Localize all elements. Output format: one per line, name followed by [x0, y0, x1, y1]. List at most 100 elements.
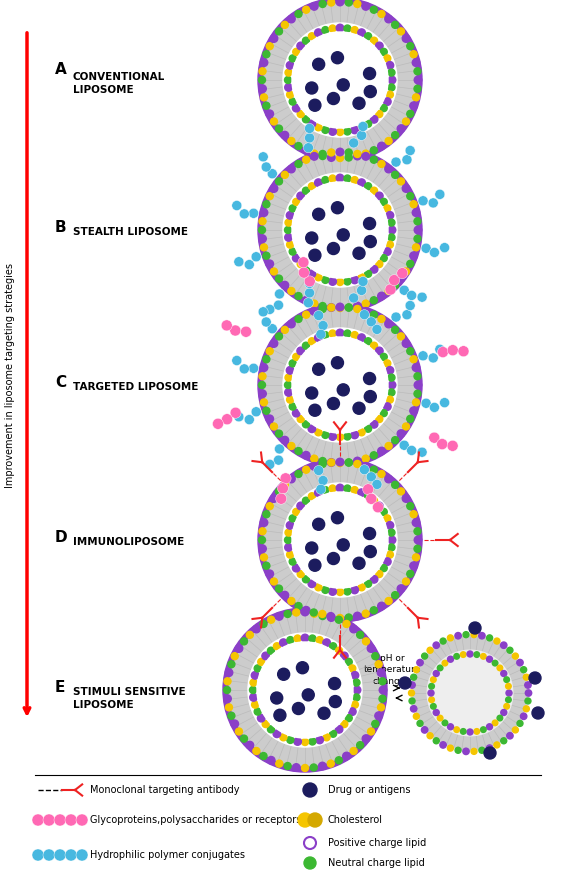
Circle shape: [270, 268, 278, 275]
Circle shape: [436, 439, 448, 449]
Circle shape: [380, 353, 387, 360]
Circle shape: [378, 471, 385, 478]
Circle shape: [384, 558, 391, 565]
Circle shape: [351, 276, 358, 283]
Circle shape: [504, 704, 509, 709]
Circle shape: [454, 727, 459, 732]
Circle shape: [287, 551, 293, 558]
Circle shape: [276, 760, 283, 767]
Circle shape: [387, 551, 393, 558]
Circle shape: [365, 580, 371, 587]
Circle shape: [332, 512, 343, 524]
Circle shape: [274, 289, 284, 299]
Circle shape: [270, 118, 278, 125]
Circle shape: [259, 77, 265, 84]
Circle shape: [288, 321, 295, 328]
Circle shape: [288, 288, 295, 295]
Circle shape: [284, 610, 291, 617]
Circle shape: [517, 660, 523, 666]
Circle shape: [463, 748, 469, 755]
Circle shape: [297, 42, 305, 49]
Circle shape: [397, 430, 405, 437]
Circle shape: [319, 306, 326, 313]
Circle shape: [365, 270, 371, 277]
Circle shape: [344, 278, 351, 285]
Circle shape: [471, 749, 477, 754]
Circle shape: [328, 397, 339, 410]
Circle shape: [337, 434, 343, 441]
Circle shape: [260, 399, 268, 406]
Circle shape: [358, 584, 365, 591]
Circle shape: [428, 690, 434, 696]
Circle shape: [312, 58, 325, 71]
Circle shape: [271, 692, 283, 704]
Circle shape: [275, 333, 283, 340]
Circle shape: [375, 347, 383, 355]
Circle shape: [388, 84, 395, 91]
Circle shape: [336, 148, 344, 155]
Circle shape: [329, 433, 337, 441]
Circle shape: [500, 642, 507, 648]
Circle shape: [398, 28, 404, 34]
Circle shape: [297, 347, 305, 355]
Circle shape: [362, 735, 370, 743]
Circle shape: [327, 760, 334, 767]
Text: Improvement in liposome targeting strategies: Improvement in liposome targeting strate…: [5, 262, 15, 487]
Circle shape: [266, 415, 274, 423]
Circle shape: [402, 494, 410, 502]
Circle shape: [345, 614, 352, 621]
Text: B: B: [55, 220, 67, 235]
Circle shape: [372, 324, 382, 335]
Circle shape: [319, 762, 326, 770]
Circle shape: [447, 344, 458, 356]
Circle shape: [375, 42, 383, 49]
Circle shape: [285, 529, 292, 536]
Circle shape: [409, 682, 415, 688]
Circle shape: [289, 248, 296, 255]
Circle shape: [309, 99, 321, 111]
Circle shape: [257, 714, 265, 722]
Circle shape: [421, 243, 431, 253]
Circle shape: [421, 727, 428, 733]
Circle shape: [268, 647, 274, 654]
Circle shape: [295, 292, 302, 299]
Circle shape: [232, 200, 242, 210]
Circle shape: [387, 91, 393, 98]
Circle shape: [429, 403, 439, 412]
Circle shape: [295, 142, 302, 149]
Circle shape: [378, 448, 385, 455]
Circle shape: [380, 509, 387, 516]
Circle shape: [385, 284, 396, 295]
Circle shape: [353, 679, 360, 686]
Circle shape: [261, 162, 271, 172]
Circle shape: [278, 483, 288, 494]
Circle shape: [385, 165, 393, 173]
Circle shape: [414, 76, 422, 84]
Circle shape: [414, 545, 421, 552]
Circle shape: [32, 849, 44, 861]
Circle shape: [397, 125, 405, 132]
Circle shape: [329, 175, 336, 182]
Circle shape: [412, 209, 420, 216]
Circle shape: [281, 132, 289, 139]
Circle shape: [258, 0, 422, 162]
Circle shape: [288, 138, 295, 145]
Circle shape: [231, 720, 238, 728]
Circle shape: [448, 745, 453, 751]
Circle shape: [327, 613, 334, 620]
Circle shape: [364, 86, 376, 98]
Circle shape: [284, 381, 292, 389]
Circle shape: [295, 471, 302, 478]
Circle shape: [297, 192, 305, 200]
Circle shape: [371, 37, 378, 44]
Circle shape: [392, 592, 399, 599]
Circle shape: [417, 660, 423, 666]
Circle shape: [264, 464, 416, 616]
Circle shape: [270, 34, 278, 42]
Circle shape: [429, 683, 434, 689]
Circle shape: [295, 448, 302, 455]
Circle shape: [365, 120, 371, 127]
Circle shape: [302, 6, 310, 13]
Circle shape: [308, 813, 322, 827]
Circle shape: [295, 11, 302, 18]
